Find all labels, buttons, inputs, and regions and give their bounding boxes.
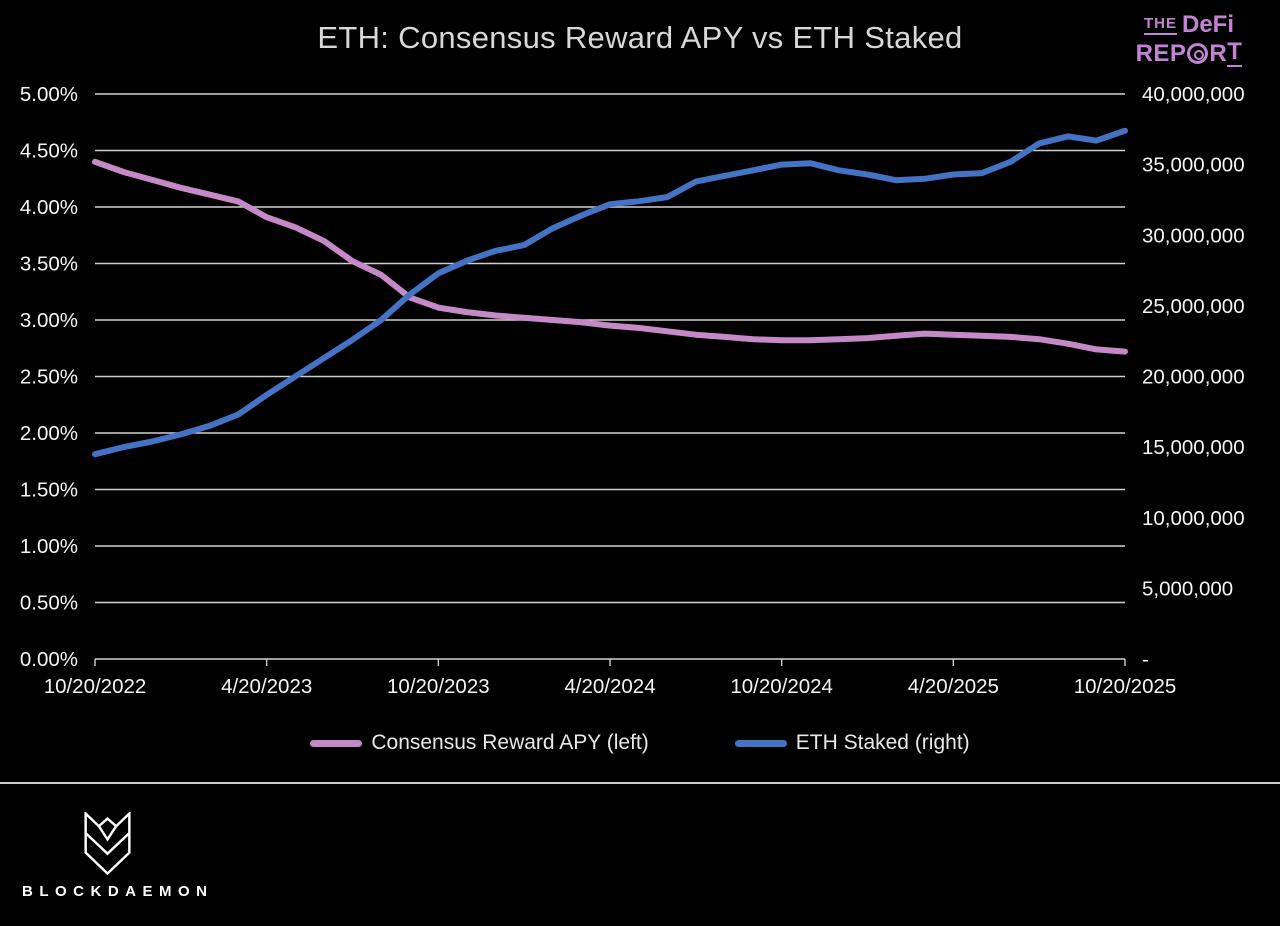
left-axis-tick-label: 3.50% [20,253,78,276]
left-axis-tick-label: 3.00% [20,309,78,332]
right-axis-tick-label: 25,000,000 [1142,295,1245,318]
blockdaemon-wordmark: BLOCKDAEMON [22,883,214,900]
left-axis-tick-label: 0.50% [20,592,78,615]
right-axis-tick-label: - [1142,648,1149,671]
x-axis-tick-label: 4/20/2023 [221,675,312,698]
brand-defi-label: DeFi [1181,11,1234,38]
right-axis-tick-label: 10,000,000 [1142,507,1245,530]
x-axis-tick-label: 10/20/2025 [1074,675,1177,698]
x-axis-tick-label: 10/20/2022 [44,675,147,698]
defi-report-logo-line1: THE DeFi [1124,13,1254,37]
left-axis-tick-label: 1.50% [20,479,78,502]
right-axis-tick-label: 15,000,000 [1142,436,1245,459]
chart-title: ETH: Consensus Reward APY vs ETH Staked [317,20,963,55]
legend-label-apy: Consensus Reward APY (left) [371,731,649,754]
bullseye-o-dot [1193,49,1204,60]
right-axis-tick-label: 35,000,000 [1142,154,1245,177]
brand-report-t: T [1227,38,1243,67]
left-axis-tick-label: 0.00% [20,648,78,671]
brand-the-label: THE [1143,16,1177,35]
left-axis-tick-label: 4.50% [20,140,78,163]
right-axis-tick-label: 40,000,000 [1142,83,1245,106]
defi-report-logo: THE DeFi REP R T [1124,13,1254,67]
footer-divider [0,782,1280,784]
right-axis-tick-label: 30,000,000 [1142,224,1245,247]
x-axis-tick-label: 10/20/2023 [387,675,490,698]
legend-item-eth-staked: ETH Staked (right) [734,731,970,755]
left-axis-tick-label: 2.00% [20,422,78,445]
right-axis-tick-label: 20,000,000 [1142,366,1245,389]
bullseye-o-icon [1187,43,1209,64]
apy-line-swatch [310,739,363,747]
left-axis-tick-label: 4.00% [20,196,78,219]
chart-legend: Consensus Reward APY (left) ETH Staked (… [0,731,1280,755]
right-axis-tick-label: 5,000,000 [1142,577,1233,600]
x-axis-tick-label: 4/20/2024 [564,675,655,698]
legend-label-eth-staked: ETH Staked (right) [795,731,970,754]
series-line-eth-staked [92,127,1128,458]
defi-report-logo-line2: REP R T [1124,40,1254,67]
brand-report-pre: REP [1135,39,1187,67]
x-axis-tick-label: 10/20/2024 [730,675,833,698]
eth-staked-line-swatch [734,739,787,747]
brand-report-r2: R [1209,39,1228,67]
legend-item-apy: Consensus Reward APY (left) [310,731,649,755]
left-axis-tick-label: 5.00% [20,83,78,106]
series-line-consensus-reward-apy [92,158,1128,355]
x-axis-tick-label: 4/20/2025 [908,675,999,698]
blockdaemon-fox-icon [84,812,131,875]
left-axis-tick-label: 2.50% [20,366,78,389]
line-chart: 5.00% 4.50% 4.00% 3.50% 3.00% 2.50% 2.00% 1.50%… [20,83,1245,698]
left-axis-tick-label: 1.00% [20,535,78,558]
